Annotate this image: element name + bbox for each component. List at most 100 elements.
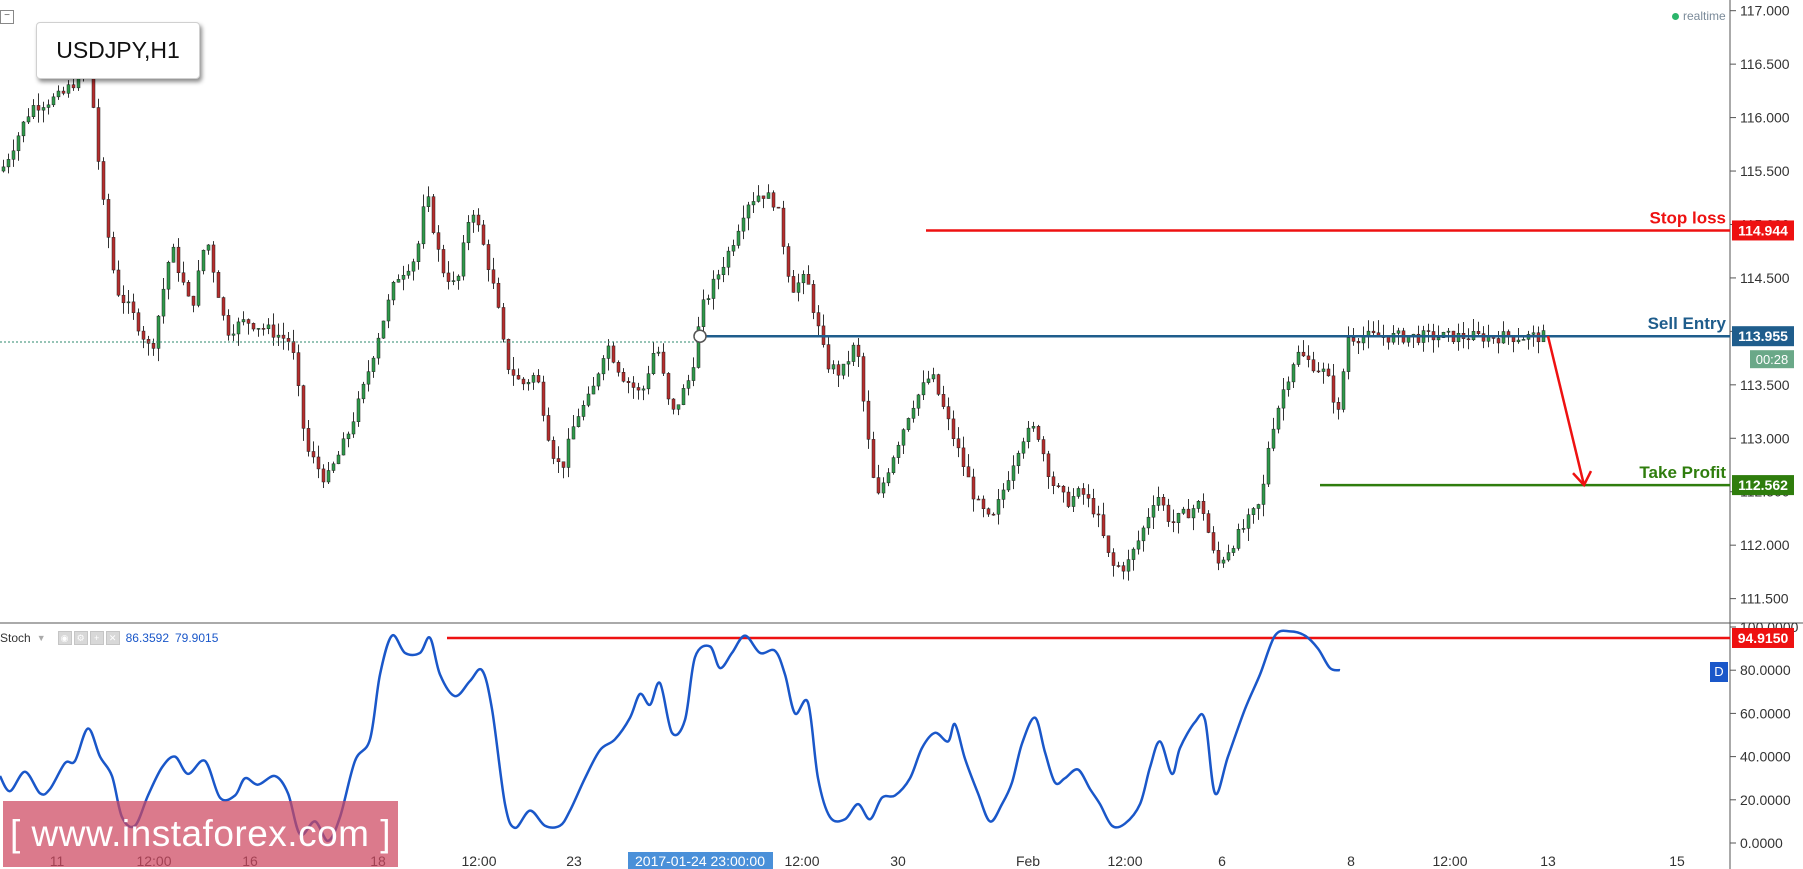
candle-body — [196, 270, 201, 306]
candle-body — [1346, 337, 1351, 372]
candle-body — [1336, 402, 1341, 410]
plus-icon[interactable]: + — [89, 631, 104, 645]
candle-body — [391, 281, 396, 301]
candle-body — [46, 104, 51, 108]
candle-body — [1531, 332, 1536, 335]
candle-body — [171, 246, 176, 263]
candle-body — [1306, 355, 1311, 360]
candle-body — [121, 294, 126, 304]
stoch-level-badge: 94.9150 — [1732, 627, 1794, 648]
candle-body — [1096, 513, 1101, 516]
candle-body — [581, 404, 586, 417]
candle-body — [1031, 426, 1036, 429]
gear-icon[interactable]: ⚙ — [73, 631, 88, 645]
candle-body — [1176, 513, 1181, 524]
sell-entry-anchor-handle[interactable] — [693, 329, 707, 343]
candle-body — [561, 461, 566, 468]
candle-body — [1341, 371, 1346, 410]
candle-body — [286, 338, 291, 342]
candle-body — [16, 135, 21, 152]
candle-body — [1216, 550, 1221, 564]
eye-icon[interactable]: ◉ — [57, 631, 72, 645]
candle-body — [536, 375, 541, 383]
candle-body — [721, 266, 726, 276]
candle-body — [1326, 368, 1331, 377]
candle-body — [556, 458, 561, 462]
candle-body — [1086, 494, 1091, 499]
sell-entry-price-badge: 113.955 — [1732, 326, 1794, 347]
candle-body — [666, 373, 671, 400]
candle-body — [916, 394, 921, 409]
candle-body — [371, 357, 376, 372]
candle-body — [1081, 488, 1086, 495]
candle-body — [826, 344, 831, 370]
chevron-down-icon[interactable]: ▼ — [36, 633, 46, 643]
candle-body — [486, 244, 491, 270]
candle-body — [676, 404, 681, 410]
candle-body — [1, 166, 6, 172]
candle-body — [496, 282, 501, 308]
stoch-legend[interactable]: Stoch ▼ ◉ ⚙ + ✕ 86.3592 79.9015 — [0, 631, 218, 645]
candle-body — [1221, 559, 1226, 564]
symbol-label[interactable]: USDJPY,H1 — [36, 22, 200, 79]
candle-body — [976, 498, 981, 501]
price-tick-label: 114.500 — [1740, 270, 1790, 286]
stoch-axis[interactable]: 100.000080.000060.000040.000020.00000.00… — [1730, 619, 1799, 851]
candle-body — [1181, 508, 1186, 514]
candle-body — [941, 394, 946, 407]
candle-body — [191, 295, 196, 306]
candle-body — [366, 371, 371, 385]
candle-body — [841, 363, 846, 376]
candle-body — [111, 237, 116, 271]
candle-body — [906, 418, 911, 430]
candle-body — [1256, 504, 1261, 509]
candle-body — [711, 278, 716, 299]
candle-body — [1051, 476, 1056, 486]
stoch-pane[interactable]: 100.000080.000060.000040.000020.00000.00… — [0, 619, 1799, 851]
candle-body — [411, 261, 416, 272]
candle-body — [1226, 552, 1231, 561]
svg-text:00:28: 00:28 — [1756, 352, 1789, 367]
candle-body — [466, 222, 471, 244]
candle-body — [1396, 330, 1401, 334]
candle-body — [791, 276, 796, 293]
candle-body — [611, 345, 616, 363]
candle-body — [421, 206, 426, 245]
candle-body — [696, 326, 701, 368]
candle-body — [261, 328, 266, 330]
candle-body — [986, 508, 991, 515]
candle-body — [806, 274, 811, 285]
candle-body — [251, 323, 256, 330]
candle-body — [516, 375, 521, 380]
candle-body — [831, 364, 836, 370]
candle-body — [521, 378, 526, 385]
candle-body — [426, 196, 431, 207]
sell-direction-arrow[interactable] — [1546, 335, 1593, 488]
candle-body — [801, 274, 806, 284]
time-axis-label: 23 — [566, 853, 582, 869]
candle-body — [311, 451, 316, 458]
candlesticks — [1, 61, 1546, 581]
price-axis[interactable]: 117.000116.500116.000115.500115.000114.5… — [1730, 3, 1790, 607]
candle-body — [456, 275, 461, 281]
candle-body — [136, 312, 141, 332]
stoch-k-line — [0, 629, 1341, 843]
candle-body — [156, 315, 161, 349]
candle-body — [1061, 485, 1066, 493]
candle-body — [131, 301, 136, 313]
candle-body — [886, 472, 891, 484]
candle-body — [1496, 338, 1501, 344]
candle-body — [296, 352, 301, 386]
close-icon[interactable]: ✕ — [105, 631, 120, 645]
menu-icon[interactable]: − — [0, 10, 14, 24]
watermark: [ www.instaforex.com ] — [3, 801, 398, 867]
candle-body — [71, 84, 76, 89]
candle-body — [1301, 351, 1306, 357]
candle-body — [1111, 552, 1116, 566]
candle-body — [166, 262, 171, 290]
candle-body — [996, 499, 1001, 515]
candle-body — [606, 345, 611, 359]
candle-body — [501, 307, 506, 340]
